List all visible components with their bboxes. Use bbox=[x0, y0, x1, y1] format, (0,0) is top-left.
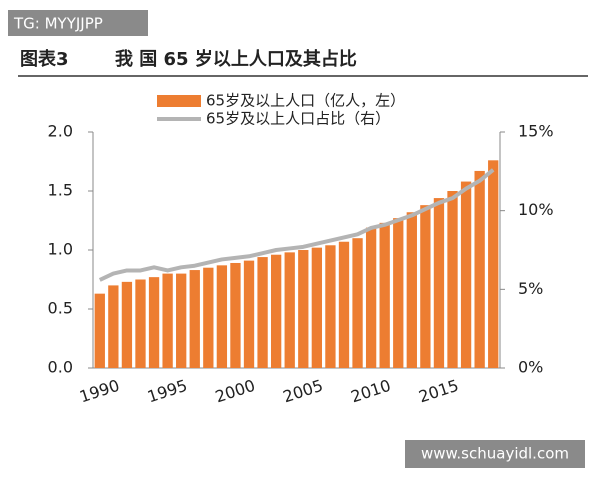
y-tick-label: 1.0 bbox=[48, 240, 73, 259]
bar bbox=[325, 245, 336, 368]
watermark: TG: MYYJJPP bbox=[13, 15, 103, 33]
x-tick-label: 2000 bbox=[213, 376, 258, 407]
bar bbox=[189, 270, 200, 368]
x-tick-label: 1990 bbox=[77, 376, 122, 407]
x-tick-label: 1995 bbox=[145, 376, 190, 407]
y2-tick-label: 5% bbox=[518, 279, 543, 298]
watermark-box bbox=[8, 10, 148, 36]
bar bbox=[379, 222, 390, 368]
bar bbox=[338, 241, 350, 368]
bar bbox=[352, 238, 363, 368]
bar bbox=[420, 205, 431, 368]
bar bbox=[94, 293, 105, 368]
bar bbox=[433, 198, 445, 368]
bar bbox=[203, 267, 214, 368]
bar bbox=[311, 247, 323, 368]
y2-tick-label: 0% bbox=[518, 358, 543, 377]
bar bbox=[257, 257, 268, 368]
line bbox=[98, 168, 495, 282]
legend-label: 65岁及以上人口占比（右） bbox=[206, 110, 390, 128]
y-tick-label: 0.5 bbox=[48, 299, 73, 318]
y-tick-label: 0.0 bbox=[48, 358, 73, 377]
y2-tick-label: 10% bbox=[518, 200, 554, 219]
bar bbox=[393, 218, 404, 368]
y-tick-label: 1.5 bbox=[48, 181, 73, 200]
site-watermark: www.schuayidl.com bbox=[421, 445, 569, 463]
bar bbox=[121, 281, 133, 368]
x-tick-label: 2010 bbox=[349, 376, 394, 407]
bar bbox=[135, 279, 146, 368]
bar bbox=[243, 260, 255, 368]
bar bbox=[108, 285, 119, 368]
legend-label: 65岁及以上人口（亿人，左） bbox=[206, 92, 405, 110]
site-watermark-box bbox=[405, 440, 585, 468]
x-tick-label: 2015 bbox=[416, 376, 461, 407]
bar bbox=[298, 250, 309, 368]
bar bbox=[284, 252, 295, 368]
bar bbox=[216, 265, 228, 368]
bar bbox=[176, 273, 187, 368]
bar bbox=[488, 160, 499, 368]
bar bbox=[460, 181, 472, 368]
bar bbox=[447, 191, 458, 368]
x-tick-label: 2005 bbox=[281, 376, 326, 407]
chart-title: 我 国 65 岁以上人口及其占比 bbox=[115, 48, 357, 70]
figure-label: 图表3 bbox=[20, 48, 69, 70]
bar bbox=[230, 262, 241, 368]
bar bbox=[406, 212, 417, 368]
bar bbox=[474, 170, 485, 368]
bar bbox=[162, 273, 173, 368]
bar bbox=[148, 277, 160, 368]
bar bbox=[365, 227, 377, 368]
bar bbox=[270, 254, 282, 368]
legend-swatch bbox=[157, 95, 201, 107]
y-tick-label: 2.0 bbox=[48, 122, 73, 141]
y2-tick-label: 15% bbox=[518, 122, 554, 141]
